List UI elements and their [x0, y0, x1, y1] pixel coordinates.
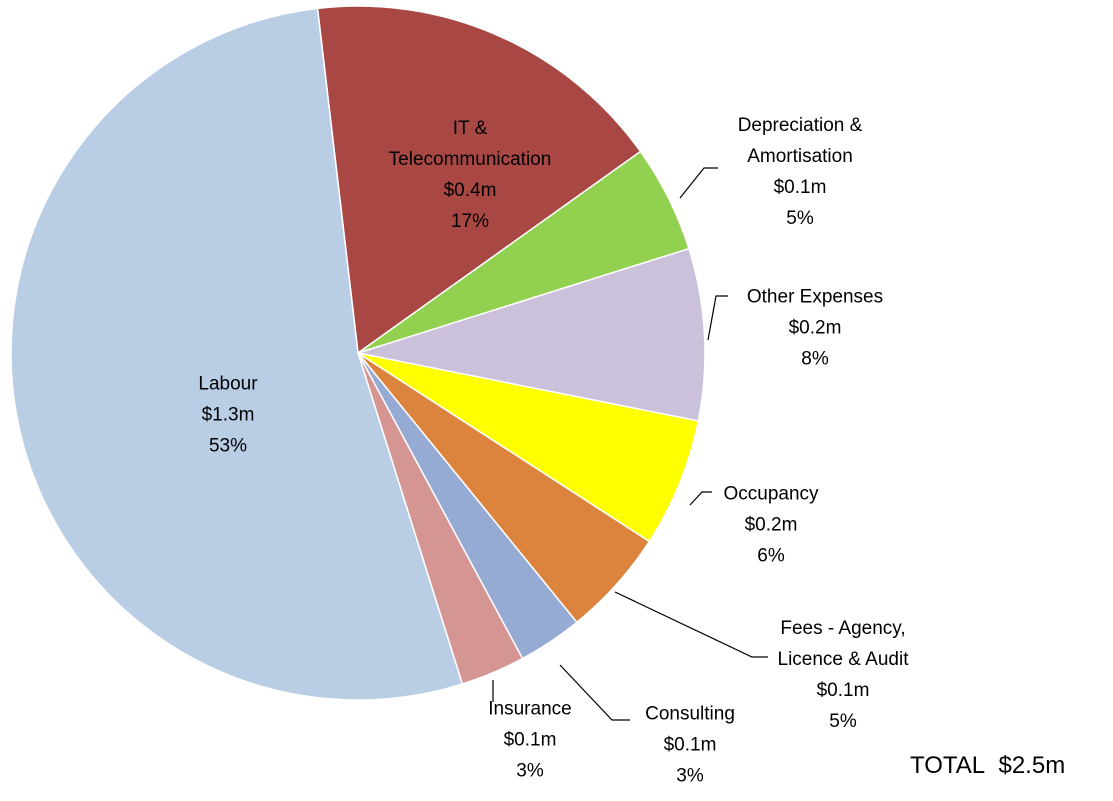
value-label: 5%	[786, 208, 814, 229]
leader-line	[689, 491, 712, 506]
slice-label: Fees - Agency, Licence & Audit $0.1m 5%	[778, 613, 909, 737]
value-label: 8%	[801, 348, 829, 370]
amount-label: $0.1m	[816, 680, 870, 701]
value-label: 5%	[829, 711, 857, 732]
leader-line	[707, 295, 728, 341]
category-label: Depreciation & Amortisation	[737, 115, 863, 167]
leader-line	[614, 591, 768, 658]
category-label: Occupancy	[723, 483, 819, 505]
value-label: 17%	[450, 211, 490, 232]
amount-label: $0.1m	[773, 177, 827, 198]
category-label: Consulting	[645, 703, 735, 725]
category-label: Labour	[198, 373, 258, 395]
leader-line	[679, 167, 718, 199]
slice-label: Insurance $0.1m 3%	[488, 694, 571, 787]
category-label: Insurance	[488, 698, 572, 720]
amount-label: $0.4m	[443, 180, 497, 201]
slice-label: Consulting $0.1m 3%	[645, 699, 735, 792]
slice	[357, 247, 706, 422]
amount-label: $1.3m	[201, 404, 255, 426]
value-label: 53%	[208, 435, 248, 457]
value-label: 6%	[757, 545, 785, 567]
slice-label: Depreciation & Amortisation $0.1m 5%	[738, 110, 863, 234]
slice	[10, 7, 464, 701]
amount-label: $0.1m	[663, 734, 717, 756]
amount-label: $0.2m	[744, 514, 798, 536]
slice-label: Occupancy $0.2m 6%	[723, 479, 818, 572]
total-label: TOTAL	[910, 752, 986, 779]
category-label: IT & Telecommunication	[388, 118, 552, 170]
total-value: $2.5m	[998, 752, 1066, 779]
leader-line	[559, 664, 630, 721]
category-label: Other Expenses	[746, 286, 884, 308]
amount-label: $0.1m	[503, 729, 557, 751]
total: TOTAL $2.5m	[910, 752, 1065, 780]
amount-label: $0.2m	[788, 317, 842, 339]
slice	[316, 5, 642, 355]
slice-label: Other Expenses $0.2m 8%	[747, 282, 883, 375]
value-label: 3%	[676, 765, 704, 787]
category-label: Fees - Agency, Licence & Audit	[777, 618, 909, 670]
slice-label: Labour $1.3m 53%	[198, 369, 257, 462]
value-label: 3%	[516, 760, 544, 782]
slice	[357, 352, 700, 543]
slice-label: IT & Telecommunication $0.4m 17%	[389, 113, 552, 237]
